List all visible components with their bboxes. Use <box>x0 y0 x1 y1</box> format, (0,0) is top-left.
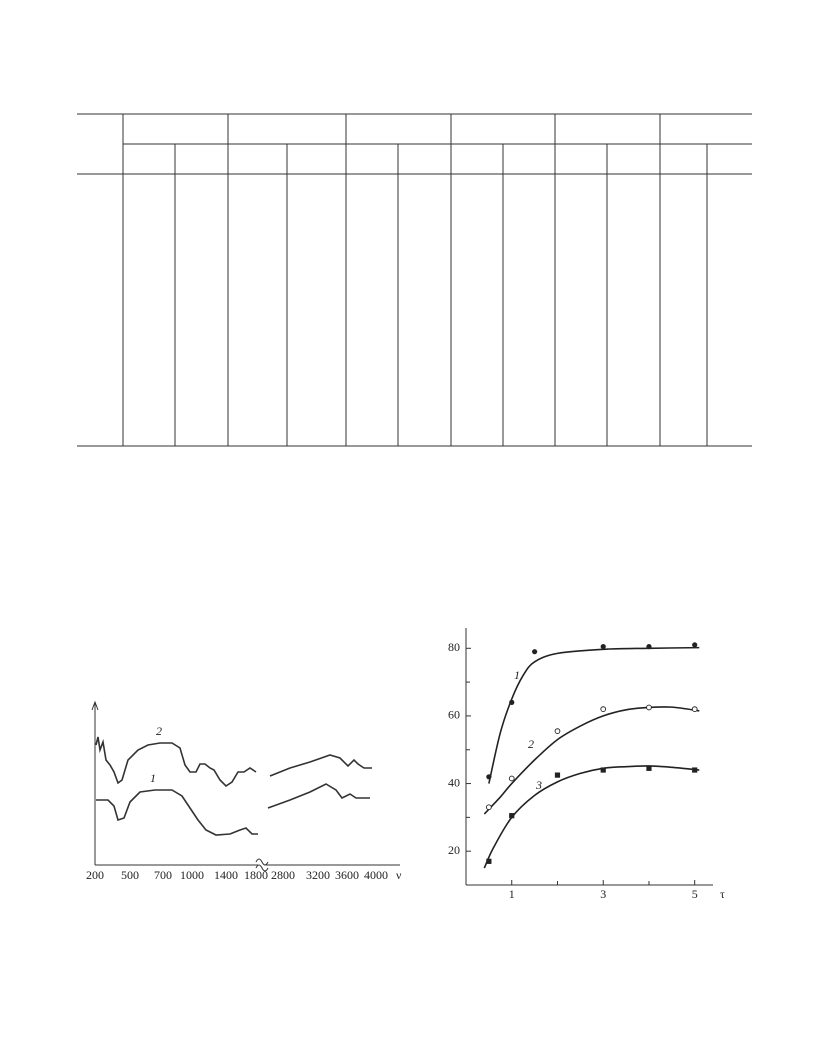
y-tick-label: 80 <box>448 640 460 654</box>
curve-label: 2 <box>156 724 162 738</box>
spectra-figure: 2 1 ν 200 500 700 1000 1400 1800 2800 3200 3600 4… <box>86 700 402 882</box>
point <box>486 858 492 864</box>
spectrum-curve <box>96 789 258 836</box>
point <box>532 649 538 655</box>
point <box>646 765 652 771</box>
x-tick-label: 3200 <box>306 868 330 882</box>
point <box>692 767 698 773</box>
axis-break <box>255 858 269 872</box>
spectrum-curve <box>95 736 257 788</box>
axis-arrow <box>91 700 99 711</box>
curve-label: 1 <box>514 668 520 682</box>
point <box>600 643 606 650</box>
point <box>600 767 606 773</box>
axis-label: ν <box>396 868 402 882</box>
x-tick-label: 1400 <box>214 868 238 882</box>
y-tick-label: 40 <box>448 775 460 789</box>
point <box>646 704 652 711</box>
curve-label: 2 <box>528 737 534 751</box>
x-tick-label: 5 <box>692 887 698 901</box>
x-tick-label: 1000 <box>180 868 204 882</box>
point <box>554 772 561 778</box>
point <box>486 774 492 780</box>
point <box>486 804 492 811</box>
x-tick-label: 1 <box>509 887 515 901</box>
x-axis-label: τ <box>720 887 725 901</box>
y-tick-label: 20 <box>448 843 460 857</box>
y-tick-label: 60 <box>448 708 460 722</box>
kinetics-chart: 20 40 60 80 1 3 5 τ 1 2 3 <box>448 628 725 901</box>
fit-curve <box>483 706 700 815</box>
fit-curve <box>483 765 700 869</box>
x-tick-label: 1800 <box>244 868 268 882</box>
spectrum-curve <box>267 783 370 809</box>
point <box>600 706 607 713</box>
x-tick-label: 4000 <box>364 868 388 882</box>
x-tick-label: 3 <box>600 887 606 901</box>
fit-curve <box>488 646 700 784</box>
spectrum-curve <box>269 754 372 777</box>
x-tick-label: 700 <box>154 868 172 882</box>
point <box>692 642 698 648</box>
point <box>508 775 515 782</box>
x-tick-label: 3600 <box>335 868 359 882</box>
curve-label: 1 <box>150 771 156 785</box>
curve-label: 3 <box>535 778 542 792</box>
x-tick-label: 200 <box>86 868 104 882</box>
point <box>691 706 698 713</box>
empty-table <box>77 113 752 447</box>
table-columns <box>122 114 708 446</box>
x-tick-label: 2800 <box>271 868 295 882</box>
point <box>509 813 515 819</box>
point <box>646 643 652 650</box>
x-tick-label: 500 <box>121 868 139 882</box>
point <box>509 699 515 705</box>
point <box>554 728 561 734</box>
